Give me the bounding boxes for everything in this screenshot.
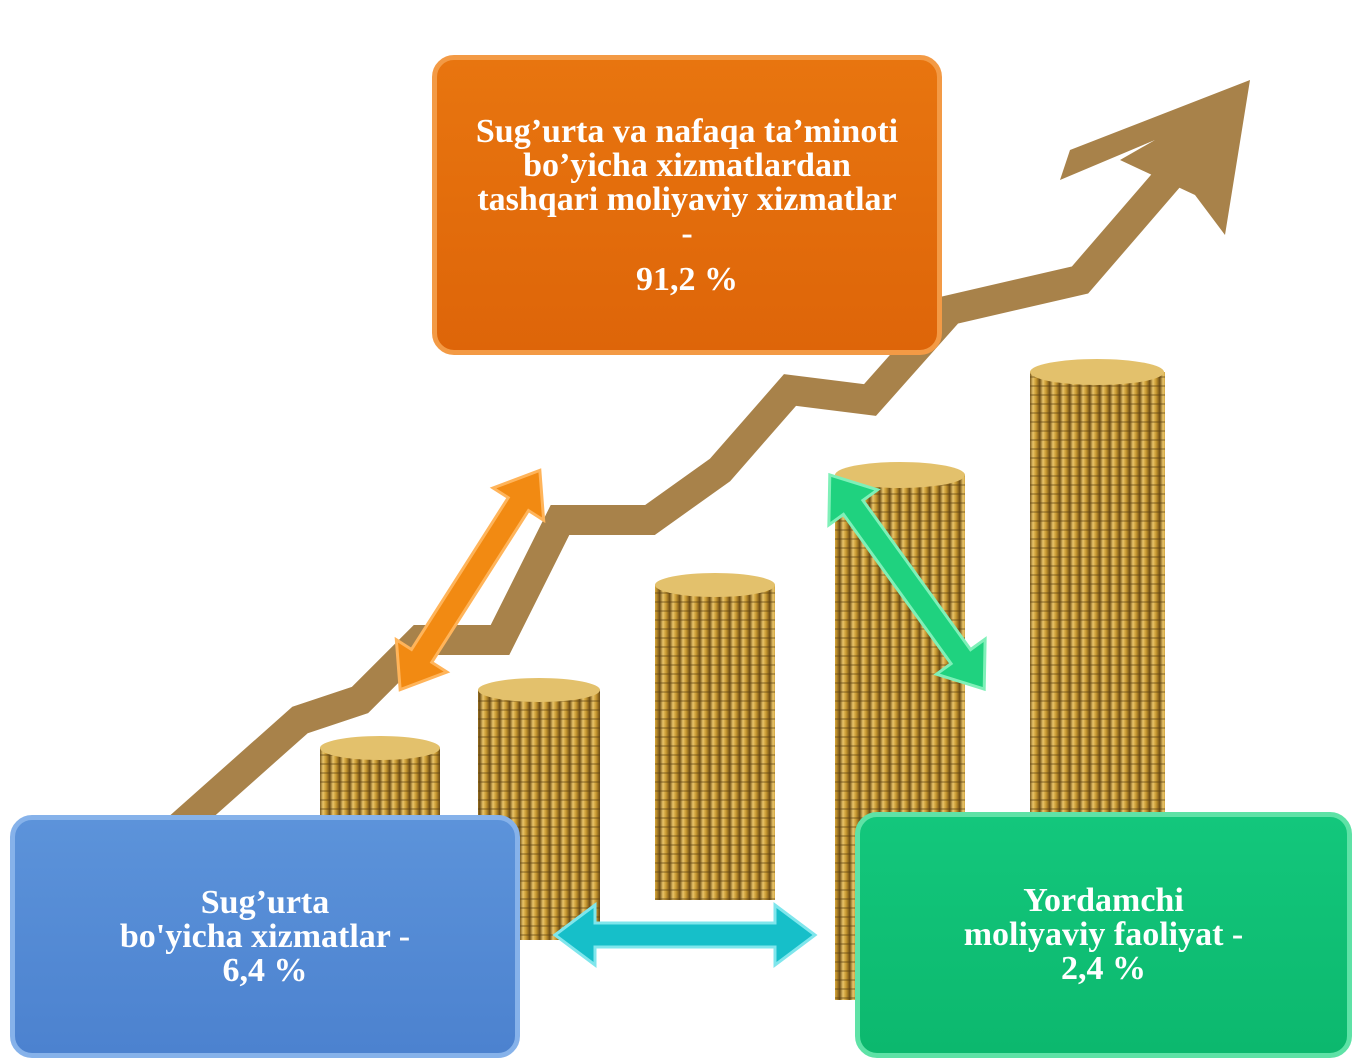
coin-stack bbox=[655, 585, 775, 900]
coin-top bbox=[1030, 359, 1164, 385]
box-text-line: Sug’urta bbox=[201, 886, 329, 920]
diagram: Sug’urta va nafaqa ta’minotibo’yicha xiz… bbox=[0, 0, 1354, 1061]
coin-top bbox=[478, 678, 600, 702]
box-text-line: 2,4 % bbox=[1061, 952, 1146, 986]
box-text-line: Sug’urta va nafaqa ta’minoti bbox=[476, 115, 898, 149]
box-text-line: Yordamchi bbox=[1023, 884, 1184, 918]
box-text-line: - bbox=[681, 217, 692, 251]
box-text-line: bo’yicha xizmatlardan bbox=[523, 149, 851, 183]
coin-top bbox=[320, 736, 440, 760]
box-text-line: bo'yicha xizmatlar - bbox=[120, 920, 410, 954]
box-text-line: moliyaviy faoliyat - bbox=[964, 918, 1244, 952]
box-text-line: 91,2 % bbox=[636, 263, 738, 297]
coin-stack bbox=[1030, 372, 1165, 832]
coin-top bbox=[655, 573, 775, 597]
box-text-line: tashqari moliyaviy xizmatlar bbox=[477, 183, 896, 217]
double-arrow bbox=[555, 905, 815, 965]
box-text-line: 6,4 % bbox=[223, 954, 308, 988]
